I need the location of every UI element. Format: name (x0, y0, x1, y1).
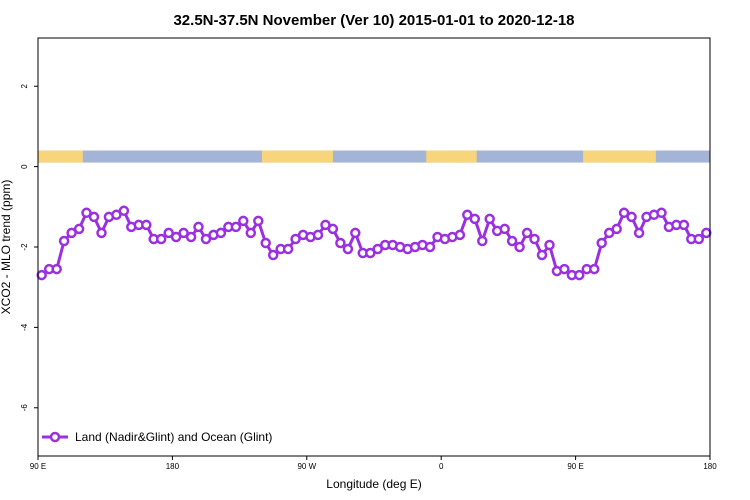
data-point (536, 249, 548, 261)
data-point (51, 263, 62, 275)
data-point (163, 227, 174, 239)
land-segment (38, 150, 83, 163)
data-point (215, 227, 227, 239)
x-tick-label: 0 (439, 462, 444, 471)
land-segment (426, 150, 477, 163)
data-point (178, 227, 189, 239)
data-point (185, 231, 197, 243)
x-tick-label: 90 E (567, 462, 583, 471)
data-point (618, 207, 630, 219)
data-point (141, 219, 152, 231)
data-point (611, 223, 622, 235)
data-point (245, 227, 257, 239)
data-point (499, 223, 510, 235)
chart-title: 32.5N-37.5N November (Ver 10) 2015-01-01… (173, 12, 574, 29)
data-point (342, 243, 354, 255)
data-point (282, 243, 294, 255)
ocean-band (38, 150, 710, 163)
x-axis-label: Longitude (deg E) (326, 477, 421, 491)
x-tick-label: 90 E (30, 462, 46, 471)
data-point (200, 233, 212, 245)
land-ocean-strip (38, 150, 710, 163)
data-point (372, 243, 383, 255)
data-point (88, 211, 100, 223)
data-point (327, 223, 339, 235)
data-point (589, 263, 600, 275)
data-point (335, 237, 346, 249)
data-point (469, 213, 481, 225)
data-point (454, 229, 466, 241)
data-point (290, 233, 301, 245)
data-point (514, 241, 525, 253)
legend-label: Land (Nadir&Glint) and Ocean (Glint) (75, 430, 272, 444)
data-point (596, 237, 607, 249)
data-point (462, 209, 473, 221)
data-point (238, 215, 249, 227)
data-point (111, 209, 122, 221)
data-point (155, 233, 167, 245)
data-point (633, 227, 645, 239)
data-point (118, 205, 130, 217)
y-tick-label: -4 (20, 323, 29, 331)
y-axis: 2 0 -2 -4 -6 (20, 83, 38, 411)
data-point (477, 235, 488, 247)
data-point (253, 215, 264, 227)
data-point (544, 239, 555, 251)
legend-marker (49, 431, 61, 443)
data-point (96, 227, 107, 239)
data-point (678, 219, 690, 231)
data-point (559, 263, 570, 275)
y-tick-label: 0 (20, 164, 29, 169)
data-point (260, 237, 271, 249)
land-segment (583, 150, 656, 163)
data-point (424, 241, 436, 253)
land-segment (262, 150, 333, 163)
data-point (701, 227, 712, 239)
x-tick-label: 90 W (297, 462, 316, 471)
y-tick-label: -6 (20, 404, 29, 412)
data-point (170, 231, 182, 243)
data-point (66, 227, 77, 239)
data-point (574, 269, 585, 281)
data-point (73, 223, 85, 235)
y-tick-label: 2 (20, 83, 29, 88)
data-point (193, 221, 204, 233)
data-point (506, 235, 518, 247)
data-point (521, 227, 533, 239)
x-tick-label: 180 (166, 462, 180, 471)
x-tick-label: 180 (703, 462, 717, 471)
data-point (656, 207, 667, 219)
data-point (484, 213, 495, 225)
data-point (58, 235, 70, 247)
data-point (693, 233, 705, 245)
y-axis-label: XCO2 - MLO trend (ppm) (0, 180, 13, 315)
y-tick-label: -2 (20, 243, 29, 251)
data-point (312, 229, 324, 241)
data-point (603, 227, 615, 239)
series-layer (36, 205, 712, 281)
data-point (529, 233, 540, 245)
x-axis: 90 E 180 90 W 0 90 E 180 (30, 456, 717, 471)
legend: Land (Nadir&Glint) and Ocean (Glint) (42, 430, 272, 444)
data-point (81, 207, 92, 219)
data-point (626, 211, 637, 223)
data-point (230, 221, 242, 233)
data-point (36, 269, 47, 281)
data-point (267, 249, 279, 261)
data-point (350, 227, 361, 239)
